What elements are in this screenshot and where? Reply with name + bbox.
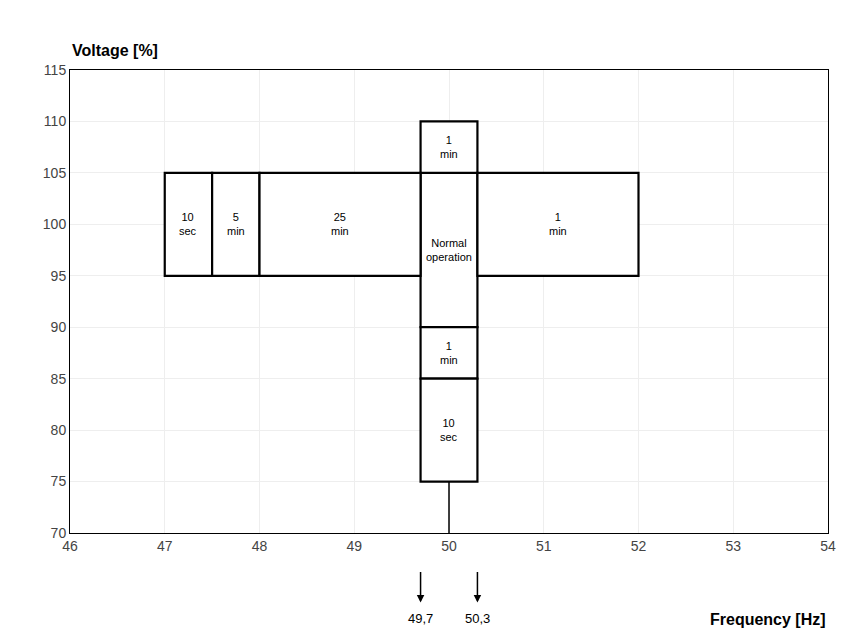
svg-text:49,7: 49,7 [408, 611, 433, 626]
svg-text:110: 110 [44, 113, 67, 129]
svg-text:50: 50 [441, 538, 457, 554]
svg-text:47: 47 [157, 538, 173, 554]
svg-text:25min: 25min [331, 211, 349, 237]
svg-text:1min: 1min [549, 211, 567, 237]
svg-text:95: 95 [51, 268, 67, 284]
svg-text:49: 49 [346, 538, 362, 554]
svg-text:52: 52 [631, 538, 647, 554]
svg-text:10sec: 10sec [440, 417, 458, 443]
svg-text:90: 90 [51, 319, 67, 335]
svg-text:54: 54 [820, 538, 836, 554]
svg-text:53: 53 [725, 538, 741, 554]
svg-text:115: 115 [44, 62, 67, 78]
svg-text:Voltage [%]: Voltage [%] [72, 42, 158, 59]
svg-text:48: 48 [252, 538, 268, 554]
svg-text:1min: 1min [440, 134, 458, 160]
svg-text:75: 75 [51, 473, 67, 489]
svg-text:10sec: 10sec [179, 211, 197, 237]
svg-text:105: 105 [43, 165, 67, 181]
svg-text:Frequency [Hz]: Frequency [Hz] [710, 611, 826, 628]
svg-text:50,3: 50,3 [465, 611, 490, 626]
svg-text:85: 85 [51, 371, 67, 387]
svg-text:Normaloperation: Normaloperation [426, 237, 472, 263]
svg-text:70: 70 [51, 525, 67, 541]
svg-text:51: 51 [536, 538, 552, 554]
svg-text:1min: 1min [440, 340, 458, 366]
svg-text:80: 80 [51, 422, 67, 438]
svg-text:100: 100 [43, 216, 67, 232]
svg-text:46: 46 [62, 538, 78, 554]
svg-text:5min: 5min [227, 211, 245, 237]
